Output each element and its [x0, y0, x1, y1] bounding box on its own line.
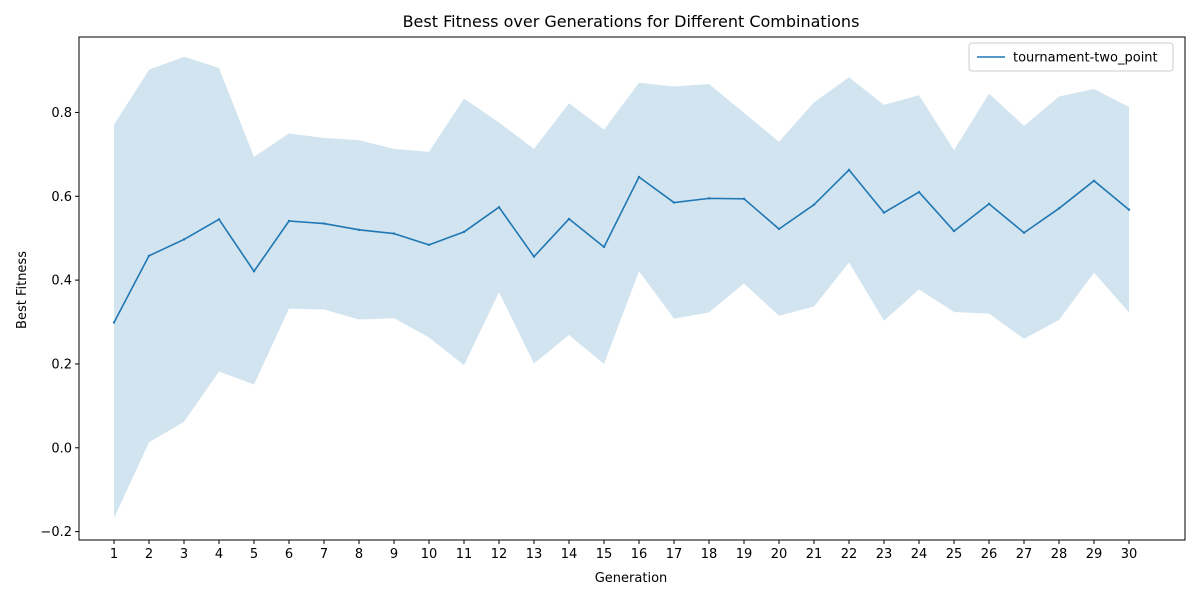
x-tick-label-23: 23	[876, 547, 893, 562]
data-point-0-7	[322, 222, 326, 225]
y-tick-label-3: 0.4	[51, 274, 72, 289]
data-point-0-9	[392, 232, 396, 235]
data-point-0-17	[672, 201, 676, 204]
x-axis-label: Generation	[595, 571, 668, 586]
x-tick-label-27: 27	[1016, 547, 1033, 562]
y-tick-label-4: 0.6	[51, 190, 72, 205]
x-tick-label-14: 14	[561, 547, 578, 562]
x-tick-label-6: 6	[285, 547, 293, 562]
x-tick-label-12: 12	[491, 547, 508, 562]
x-tick-label-7: 7	[320, 547, 328, 562]
x-tick-label-19: 19	[736, 547, 753, 562]
data-point-0-11	[462, 230, 466, 234]
x-tick-label-26: 26	[981, 547, 998, 562]
data-point-0-3	[182, 238, 186, 241]
data-point-0-5	[252, 270, 256, 273]
data-point-0-14	[567, 217, 571, 221]
x-tick-label-22: 22	[841, 547, 858, 562]
data-point-0-23	[882, 211, 886, 214]
data-point-0-30	[1127, 208, 1131, 211]
data-point-0-22	[847, 168, 851, 172]
x-tick-label-11: 11	[456, 547, 473, 562]
data-point-0-29	[1092, 179, 1096, 182]
x-tick-label-20: 20	[771, 547, 788, 562]
axes: 1 2 3 4 5 6 7 8 9 10 11 12 13 14 15 16 17 18 19 20 21 22 23 24 2…	[40, 36, 1186, 562]
data-point-0-13	[532, 255, 536, 258]
y-tick-label-5: 0.8	[51, 106, 72, 121]
data-point-0-2	[147, 254, 151, 257]
x-tick-label-15: 15	[596, 547, 613, 562]
x-tick-label-17: 17	[666, 547, 683, 562]
x-tick-label-21: 21	[806, 547, 823, 562]
y-axis-label: Best Fitness	[15, 251, 30, 329]
data-point-0-20	[777, 227, 781, 231]
x-tick-label-24: 24	[911, 547, 928, 562]
legend-box	[968, 42, 1174, 72]
x-tick-label-2: 2	[145, 547, 153, 562]
x-tick-label-30: 30	[1121, 547, 1138, 562]
chart-title: Best Fitness over Generations for Differ…	[403, 12, 860, 31]
x-tick-label-16: 16	[631, 547, 648, 562]
x-tick-label-9: 9	[390, 547, 398, 562]
x-tick-label-8: 8	[355, 547, 363, 562]
y-tick-label-2: 0.2	[51, 357, 72, 372]
data-point-0-16	[637, 175, 641, 179]
x-tick-label-28: 28	[1051, 547, 1068, 562]
axes-frame	[78, 36, 1186, 541]
data-point-0-24	[917, 190, 921, 194]
y-tick-label-0: −0.2	[40, 525, 72, 540]
series-line-0	[113, 169, 1130, 323]
data-point-0-26	[987, 202, 991, 206]
data-point-0-25	[952, 229, 956, 233]
x-tick-label-5: 5	[250, 547, 258, 562]
x-tick-label-4: 4	[215, 547, 223, 562]
data-point-0-1	[112, 321, 116, 324]
x-tick-label-3: 3	[180, 547, 188, 562]
data-point-0-19	[742, 197, 746, 200]
data-point-0-10	[427, 243, 431, 247]
data-point-0-4	[217, 218, 221, 221]
confidence-band-0	[114, 56, 1129, 519]
data-point-0-21	[812, 203, 816, 206]
legend: tournament-two_point	[968, 42, 1174, 72]
x-tick-label-18: 18	[701, 547, 718, 562]
x-tick-label-1: 1	[110, 547, 118, 562]
data-point-0-6	[287, 219, 291, 223]
data-point-0-12	[497, 205, 501, 209]
legend-label-0: tournament-two_point	[1013, 51, 1158, 66]
data-point-0-8	[357, 228, 361, 232]
x-tick-label-10: 10	[421, 547, 438, 562]
x-tick-label-25: 25	[946, 547, 963, 562]
data-point-0-18	[707, 197, 711, 200]
data-point-0-28	[1057, 207, 1061, 210]
x-tick-label-13: 13	[526, 547, 543, 562]
plot-area	[112, 56, 1131, 519]
data-point-0-27	[1022, 231, 1026, 234]
x-tick-label-29: 29	[1086, 547, 1103, 562]
y-tick-label-1: 0.0	[51, 441, 72, 456]
data-point-0-15	[602, 245, 606, 249]
